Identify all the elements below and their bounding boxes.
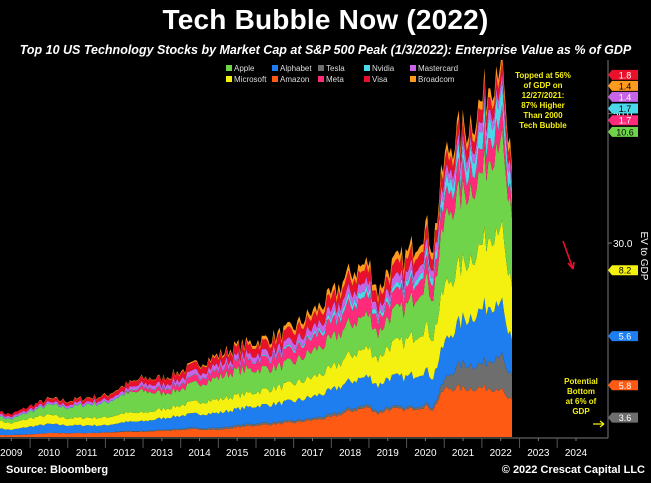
annotation-bottom-line: Bottom bbox=[567, 387, 595, 396]
end-value-tag bbox=[608, 80, 638, 91]
end-value-label: 3.6 bbox=[619, 413, 632, 423]
legend-swatch bbox=[364, 76, 370, 82]
end-value-tags: 1.81.41.41.71.710.68.25.65.83.6 bbox=[608, 69, 638, 423]
legend-swatch bbox=[410, 76, 416, 82]
end-value-label: 5.6 bbox=[619, 332, 632, 342]
chart-subtitle: Top 10 US Technology Stocks by Market Ca… bbox=[19, 43, 632, 57]
legend-swatch bbox=[410, 65, 416, 71]
end-value-tag bbox=[608, 331, 638, 342]
x-tick-label: 2022 bbox=[490, 448, 513, 459]
end-value-tag bbox=[608, 115, 638, 126]
legend-label: Alphabet bbox=[280, 64, 312, 73]
legend-label: Apple bbox=[234, 64, 255, 73]
x-tick-label: 2020 bbox=[414, 448, 437, 459]
y-axis-label: EV to GDP bbox=[638, 232, 649, 281]
bottom-arrow-icon bbox=[593, 420, 605, 428]
x-axis-ticks: 2009 2010 2011 2012 2013 2014 2015 2016 2017 2018… bbox=[0, 438, 588, 459]
area-alphabet bbox=[0, 297, 512, 436]
end-value-label: 1.7 bbox=[619, 116, 632, 126]
x-tick-label: 2009 bbox=[0, 448, 23, 459]
legend-label: Mastercard bbox=[418, 64, 458, 73]
chart-plot: 2009 2010 2011 2012 2013 2014 2015 2016 2017 2018… bbox=[0, 60, 649, 459]
x-tick-label: 2021 bbox=[452, 448, 475, 459]
annotation-bottom-line: at 6% of bbox=[566, 397, 597, 406]
x-tick-label: 2018 bbox=[339, 448, 362, 459]
x-tick-label: 2019 bbox=[377, 448, 400, 459]
end-value-label: 8.2 bbox=[619, 266, 632, 276]
annotation-top-line: Topped at 56% bbox=[515, 71, 571, 80]
x-tick-label: 2024 bbox=[565, 448, 588, 459]
annotation-bottom-line: Potential bbox=[564, 377, 598, 386]
legend-label: Nvidia bbox=[372, 64, 395, 73]
legend-swatch bbox=[226, 65, 232, 71]
end-value-tag bbox=[608, 91, 638, 102]
annotation-top-line: 12/27/2021: bbox=[522, 91, 565, 100]
legend-label: Tesla bbox=[326, 64, 345, 73]
annotation-bottom-line: GDP bbox=[572, 407, 590, 416]
end-value-label: 5.8 bbox=[619, 381, 632, 391]
down-arrow-icon bbox=[562, 240, 575, 270]
end-value-tag bbox=[608, 380, 638, 391]
area-microsoft bbox=[0, 219, 512, 430]
annotation-top-line: Than 2000 bbox=[523, 111, 563, 120]
legend-swatch bbox=[226, 76, 232, 82]
annotation-top-line: of GDP on bbox=[524, 81, 563, 90]
y-tick-label: 30.0 bbox=[613, 239, 633, 250]
chart-title: Tech Bubble Now (2022) bbox=[162, 4, 489, 35]
area-amazon bbox=[0, 384, 512, 437]
end-value-label: 1.8 bbox=[619, 70, 632, 80]
x-tick-label: 2023 bbox=[527, 448, 550, 459]
stacked-areas bbox=[0, 60, 512, 437]
x-tick-label: 2015 bbox=[226, 448, 249, 459]
area-apple bbox=[0, 127, 512, 424]
legend-label: Meta bbox=[326, 75, 344, 84]
copyright-label: © 2022 Crescat Capital LLC bbox=[501, 464, 645, 476]
annotation-top-line: 87% Higher bbox=[521, 101, 565, 110]
legend-swatch bbox=[318, 76, 324, 82]
x-tick-label: 2013 bbox=[151, 448, 174, 459]
legend-swatch bbox=[318, 65, 324, 71]
legend-label: Visa bbox=[372, 75, 388, 84]
end-value-label: 10.6 bbox=[616, 127, 634, 137]
annotation-top-line: Tech Bubble bbox=[519, 121, 567, 130]
x-tick-label: 2011 bbox=[76, 448, 98, 459]
x-tick-label: 2012 bbox=[113, 448, 136, 459]
x-tick-label: 2010 bbox=[38, 448, 61, 459]
end-value-label: 1.4 bbox=[619, 92, 632, 102]
source-label: Source: Bloomberg bbox=[6, 464, 109, 476]
end-value-label: 1.7 bbox=[619, 104, 632, 114]
legend-label: Amazon bbox=[280, 75, 309, 84]
end-value-tag bbox=[608, 126, 638, 137]
end-value-label: 1.4 bbox=[619, 81, 632, 91]
legend-label: Broadcom bbox=[418, 75, 455, 84]
legend-label: Microsoft bbox=[234, 75, 267, 84]
legend-swatch bbox=[272, 76, 278, 82]
legend-swatch bbox=[272, 65, 278, 71]
x-tick-label: 2014 bbox=[188, 448, 211, 459]
x-tick-label: 2017 bbox=[301, 448, 324, 459]
x-tick-label: 2016 bbox=[264, 448, 287, 459]
end-value-tag bbox=[608, 103, 638, 114]
end-value-tag bbox=[608, 265, 638, 276]
legend: Apple Alphabet Tesla Nvidia Mastercard Micros… bbox=[226, 64, 458, 84]
end-value-tag bbox=[608, 69, 638, 80]
legend-swatch bbox=[364, 65, 370, 71]
end-value-tag bbox=[608, 412, 638, 423]
